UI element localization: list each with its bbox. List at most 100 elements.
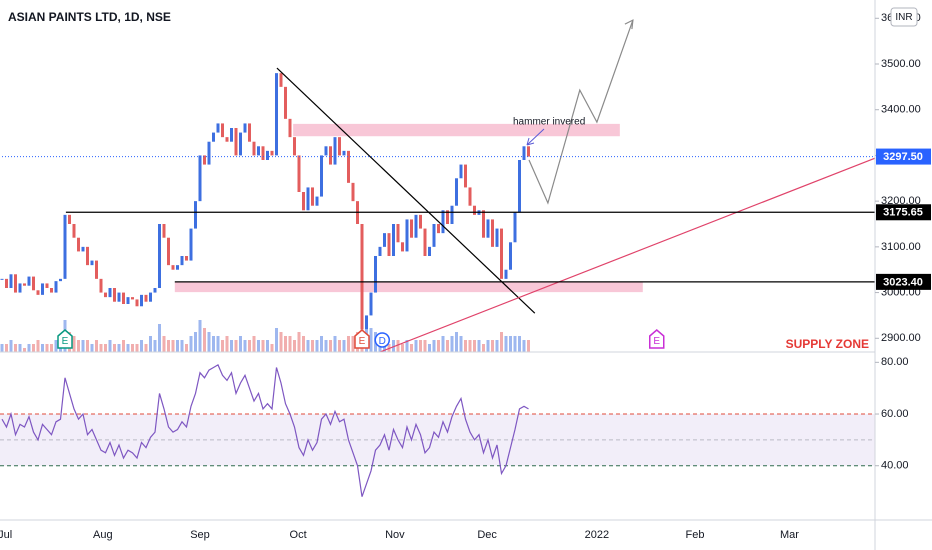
- volume-bar: [113, 344, 116, 352]
- x-tick-label: Dec: [477, 529, 497, 541]
- candle-body: [72, 224, 76, 238]
- rsi-tick-label: 40.00: [881, 460, 909, 472]
- volume-bar: [504, 336, 508, 352]
- zone-label: SUPPLY ZONE: [786, 337, 869, 351]
- event-label: E: [62, 336, 69, 347]
- candle-body: [252, 141, 256, 156]
- candle-body: [216, 123, 220, 133]
- volume-bar: [153, 340, 157, 352]
- annotation-arrow: [526, 128, 545, 146]
- candle-body: [140, 294, 143, 307]
- volume-bar: [54, 340, 58, 352]
- candle-body: [351, 182, 355, 202]
- candle-body: [342, 150, 346, 156]
- volume-bar: [347, 336, 350, 352]
- volume-bar: [450, 336, 454, 352]
- volume-bar: [149, 336, 152, 352]
- candle-body: [9, 274, 13, 288]
- candle-body: [410, 219, 413, 238]
- candle-body: [450, 205, 454, 224]
- candle-body: [230, 128, 233, 142]
- candle-body: [423, 228, 427, 256]
- trendline: [276, 67, 536, 314]
- candle-body: [32, 276, 35, 291]
- volume-bar: [234, 340, 238, 352]
- volume-bar: [72, 336, 76, 352]
- candle-body: [396, 224, 400, 243]
- candle-body: [27, 276, 31, 286]
- volume-bar: [126, 344, 130, 352]
- volume-bar: [324, 340, 328, 352]
- level-badge: [876, 273, 931, 290]
- volume-bar: [468, 340, 472, 352]
- candle-body: [41, 283, 44, 295]
- candle-body: [180, 256, 184, 266]
- volume-bar: [482, 344, 485, 352]
- volume-bar: [288, 336, 292, 352]
- candle-body: [293, 137, 296, 156]
- candle-body: [432, 224, 436, 247]
- candle-body: [446, 210, 449, 224]
- candle-body: [243, 123, 247, 133]
- candle-body: [248, 123, 251, 142]
- volume-bar: [225, 336, 229, 352]
- volume-bar: [261, 340, 265, 352]
- volume-bar: [513, 336, 517, 352]
- candle-body: [401, 242, 404, 252]
- volume-bar: [171, 340, 175, 352]
- rsi-line: [1, 364, 529, 497]
- volume-bar: [486, 340, 490, 352]
- candle-body: [225, 137, 229, 142]
- currency-label: INR: [895, 12, 912, 23]
- volume-bar: [338, 340, 341, 352]
- candle-body: [90, 260, 94, 266]
- level-label: 3175.65: [883, 207, 923, 219]
- candle-body: [482, 210, 485, 238]
- axis-layer: 2900.003000.003100.003200.003300.003400.…: [0, 12, 931, 541]
- candle-body: [68, 214, 71, 224]
- volume-bar: [203, 328, 206, 352]
- volume-bar: [423, 340, 427, 352]
- candle-body: [527, 146, 530, 157]
- candle-body: [207, 141, 211, 165]
- candle-body: [63, 214, 67, 279]
- volume-bar: [41, 344, 44, 352]
- candle-body: [374, 256, 377, 293]
- back-layer: [0, 123, 875, 467]
- candle-body: [45, 283, 49, 288]
- event-marker: [57, 329, 73, 349]
- candle-body: [329, 146, 332, 165]
- volume-bar: [0, 344, 4, 352]
- candle-body: [365, 315, 368, 330]
- volume-bar: [419, 340, 422, 352]
- volume-bar: [176, 340, 179, 352]
- candle-body: [495, 228, 499, 247]
- candle-body: [36, 290, 40, 295]
- candle-body: [279, 73, 283, 87]
- volume-bar: [518, 336, 521, 352]
- candle-body: [104, 292, 107, 298]
- candle-body: [428, 246, 431, 256]
- volume-bar: [455, 332, 458, 352]
- event-label: E: [359, 336, 366, 347]
- event-marker: [374, 332, 390, 348]
- zone: [293, 123, 620, 137]
- volume-bar: [275, 328, 278, 352]
- candle-body: [50, 288, 53, 293]
- volume-bar: [167, 340, 170, 352]
- volume-bar: [14, 344, 17, 352]
- candle-body: [504, 269, 508, 279]
- candle-body: [221, 123, 224, 138]
- volume-bar: [243, 340, 247, 352]
- x-tick-label: Aug: [93, 529, 113, 541]
- candle-body: [144, 294, 148, 302]
- y-tick-label: 3100.00: [881, 241, 921, 253]
- candle-body: [288, 118, 292, 138]
- candle-body: [108, 288, 112, 298]
- volume-bar: [86, 340, 89, 352]
- event-marker: [354, 329, 370, 349]
- volume-bar: [117, 344, 121, 352]
- volume-bar: [401, 344, 404, 352]
- candle-body: [320, 155, 323, 197]
